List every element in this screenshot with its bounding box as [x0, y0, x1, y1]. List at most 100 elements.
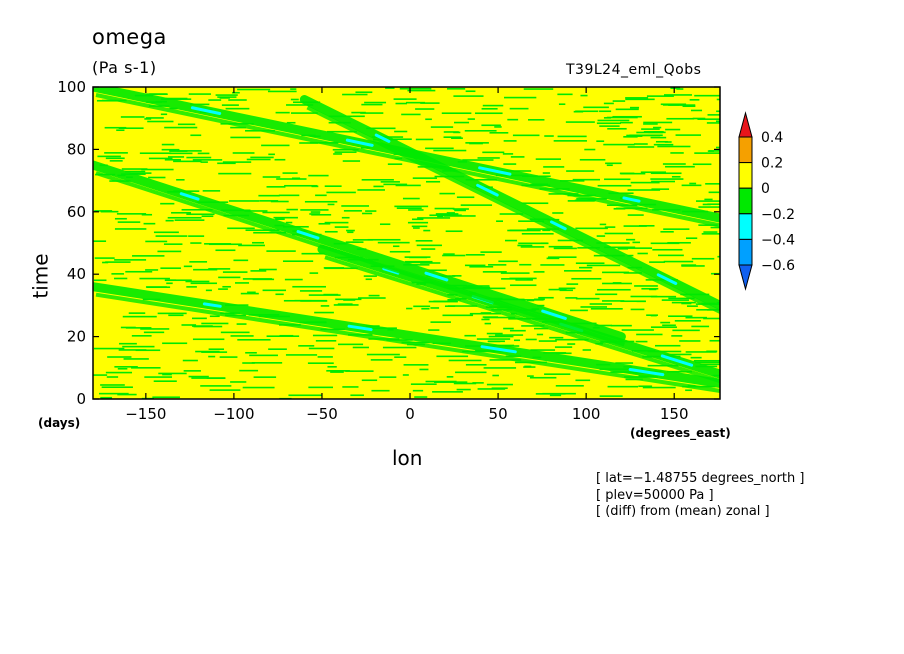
noise-streak — [582, 349, 591, 351]
noise-streak — [630, 181, 660, 184]
noise-streak — [333, 304, 359, 306]
noise-streak — [693, 359, 720, 362]
x-tick-label: 50 — [489, 405, 508, 423]
band-core — [202, 302, 222, 308]
noise-streak — [465, 363, 487, 366]
noise-streak — [94, 257, 115, 259]
noise-streak — [567, 343, 576, 345]
noise-streak — [377, 241, 410, 244]
noise-streak — [145, 240, 168, 243]
colorbar-top-arrow — [738, 111, 753, 138]
noise-streak — [167, 216, 202, 219]
noise-streak — [649, 261, 665, 263]
noise-streak — [597, 119, 630, 122]
noise-streak — [351, 111, 366, 114]
colorbar-label: 0.2 — [761, 156, 783, 172]
noise-streak — [161, 98, 192, 100]
noise-streak — [488, 340, 505, 343]
noise-streak — [597, 288, 631, 291]
noise-streak — [701, 233, 720, 235]
noise-streak — [158, 372, 187, 375]
noise-streak — [650, 172, 682, 175]
noise-streak — [352, 115, 365, 118]
noise-streak — [104, 152, 128, 154]
noise-streak — [209, 315, 220, 318]
noise-streak — [575, 110, 599, 113]
noise-streak — [266, 250, 296, 252]
noise-streak — [147, 120, 174, 123]
noise-streak — [236, 323, 247, 325]
x-tick-label: 150 — [660, 405, 689, 423]
noise-streak — [402, 197, 420, 200]
noise-streak — [650, 242, 680, 245]
noise-streak — [484, 316, 516, 319]
noise-streak — [425, 380, 457, 383]
noise-streak — [620, 172, 646, 175]
noise-streak — [232, 91, 240, 94]
noise-streak — [580, 306, 608, 308]
noise-streak — [168, 314, 184, 317]
noise-streak — [186, 156, 212, 159]
noise-streak — [533, 271, 545, 273]
noise-streak — [365, 278, 372, 281]
noise-streak — [317, 356, 333, 358]
noise-streak — [503, 327, 514, 330]
noise-streak — [267, 90, 297, 93]
noise-streak — [469, 265, 494, 268]
noise-streak — [237, 338, 271, 341]
noise-streak — [607, 127, 627, 130]
noise-streak — [558, 103, 566, 106]
noise-streak — [171, 211, 192, 214]
noise-streak — [190, 242, 202, 244]
noise-streak — [649, 288, 657, 291]
noise-streak — [664, 94, 692, 96]
noise-streak — [706, 350, 718, 353]
noise-streak — [148, 105, 170, 107]
noise-streak — [93, 374, 108, 376]
noise-streak — [324, 221, 349, 224]
noise-streak — [362, 212, 373, 215]
noise-streak — [500, 272, 530, 274]
noise-streak — [666, 370, 693, 373]
noise-streak — [416, 244, 442, 247]
noise-streak — [542, 229, 551, 232]
noise-streak — [131, 335, 152, 337]
x-units-label: (degrees_east) — [630, 426, 731, 440]
noise-streak — [162, 373, 172, 376]
noise-streak — [681, 265, 705, 267]
noise-streak — [509, 277, 537, 280]
diff-annotation: [ (diff) from (mean) zonal ] — [596, 504, 770, 519]
noise-streak — [679, 340, 701, 342]
noise-streak — [209, 389, 241, 391]
noise-streak — [382, 346, 417, 349]
noise-streak — [188, 375, 209, 378]
noise-streak — [304, 200, 338, 203]
noise-streak — [547, 256, 577, 258]
noise-streak — [157, 250, 182, 253]
noise-streak — [637, 252, 648, 255]
y-tick-label: 60 — [67, 203, 86, 221]
noise-streak — [420, 262, 441, 264]
noise-streak — [492, 374, 499, 377]
noise-streak — [503, 140, 517, 142]
noise-streak — [141, 168, 174, 171]
noise-streak — [489, 359, 522, 361]
y-tick-label: 20 — [67, 328, 86, 346]
noise-streak — [323, 293, 339, 296]
noise-streak — [557, 135, 587, 138]
noise-streak — [634, 285, 658, 287]
noise-streak — [366, 127, 396, 130]
noise-streak — [682, 105, 696, 108]
noise-streak — [357, 189, 385, 191]
plot-frame — [92, 86, 721, 400]
noise-streak — [93, 279, 107, 282]
noise-streak — [163, 243, 183, 245]
noise-streak — [675, 134, 701, 136]
noise-streak — [232, 152, 255, 154]
band-core — [374, 133, 391, 143]
noise-streak — [507, 118, 519, 121]
noise-streak — [97, 155, 121, 158]
noise-streak — [250, 156, 274, 159]
propagating-band-edge — [95, 292, 720, 393]
noise-streak — [579, 266, 593, 269]
